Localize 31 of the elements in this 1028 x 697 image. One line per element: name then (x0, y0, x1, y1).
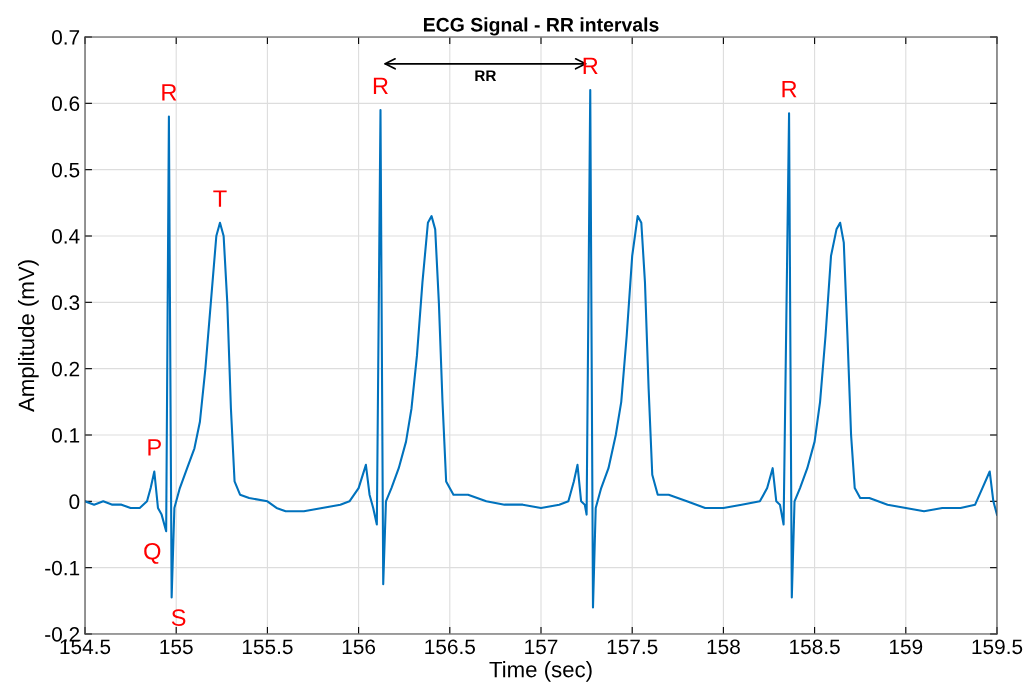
annotation: R (782, 81, 797, 98)
annotation: R (583, 57, 598, 75)
x-tick-label: 158 (707, 639, 740, 655)
annotation: S (171, 609, 186, 626)
y-tick-label: 0.3 (51, 295, 80, 311)
x-tick-label: 158.5 (790, 639, 840, 655)
annotation: RR (475, 70, 497, 81)
y-axis-title: Amplitude (mV) (17, 260, 39, 413)
y-tick-label: 0.6 (51, 96, 80, 112)
y-tick-label: 0 (69, 494, 80, 510)
y-tick-label: 0.2 (51, 361, 80, 377)
x-tick-label: 156 (342, 639, 376, 655)
x-tick-label: 156.5 (425, 639, 475, 655)
y-tick-label: 0.5 (51, 162, 80, 178)
annotation: R (373, 77, 388, 94)
x-tick-label: 159.5 (972, 639, 1023, 655)
x-tick-label: 157.5 (607, 639, 658, 655)
annotation: P (148, 439, 161, 456)
chart-title: ECG Signal - RR intervals (423, 17, 659, 36)
y-tick-label: 0.7 (51, 30, 80, 45)
annotation: Q (144, 542, 161, 564)
y-tick-label: 0.4 (51, 229, 80, 244)
x-tick-label: 155 (160, 639, 193, 655)
annotation: R (162, 84, 177, 101)
y-tick-label: -0.1 (45, 560, 80, 576)
x-axis-title: Time (sec) (489, 661, 592, 682)
x-tick-label: 159 (890, 639, 923, 655)
annotation: T (213, 190, 227, 207)
y-tick-label: 0.1 (51, 428, 80, 443)
x-tick-label: 157 (525, 639, 558, 655)
x-tick-label: 155.5 (242, 639, 293, 655)
